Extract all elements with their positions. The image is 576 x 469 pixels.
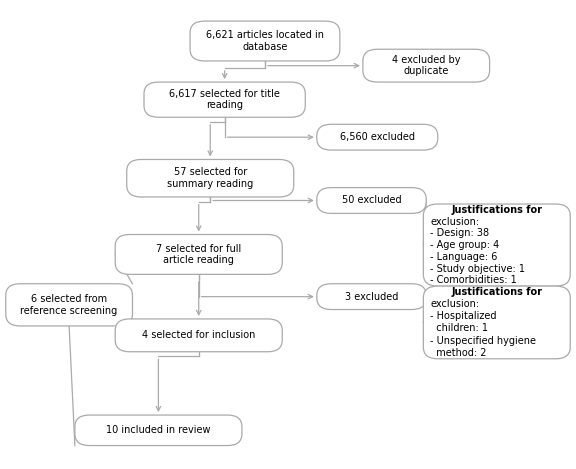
Text: 6,617 selected for title
reading: 6,617 selected for title reading: [169, 89, 280, 111]
FancyBboxPatch shape: [127, 159, 294, 197]
Text: 6,560 excluded: 6,560 excluded: [340, 132, 415, 142]
Text: 7 selected for full
article reading: 7 selected for full article reading: [156, 243, 241, 265]
FancyBboxPatch shape: [317, 188, 426, 213]
FancyBboxPatch shape: [115, 234, 282, 274]
Text: - Design: 38: - Design: 38: [430, 228, 490, 238]
Text: 4 excluded by
duplicate: 4 excluded by duplicate: [392, 55, 460, 76]
FancyBboxPatch shape: [190, 21, 340, 61]
Text: 6,621 articles located in
database: 6,621 articles located in database: [206, 30, 324, 52]
Text: 3 excluded: 3 excluded: [345, 292, 398, 302]
Text: exclusion:: exclusion:: [430, 217, 479, 227]
FancyBboxPatch shape: [317, 284, 426, 310]
FancyBboxPatch shape: [423, 286, 570, 359]
Text: method: 2: method: 2: [430, 348, 487, 358]
Text: - Age group: 4: - Age group: 4: [430, 240, 499, 250]
Text: - Language: 6: - Language: 6: [430, 252, 498, 262]
Text: exclusion:: exclusion:: [430, 299, 479, 309]
Text: - Study objective: 1: - Study objective: 1: [430, 264, 525, 273]
FancyBboxPatch shape: [363, 49, 490, 82]
Text: - Hospitalized: - Hospitalized: [430, 311, 497, 321]
Text: 6 selected from
reference screening: 6 selected from reference screening: [21, 294, 118, 316]
Text: 50 excluded: 50 excluded: [342, 196, 401, 205]
FancyBboxPatch shape: [115, 319, 282, 352]
Text: - Unspecified hygiene: - Unspecified hygiene: [430, 336, 536, 346]
Text: 4 selected for inclusion: 4 selected for inclusion: [142, 330, 255, 340]
FancyBboxPatch shape: [6, 284, 132, 326]
FancyBboxPatch shape: [144, 82, 305, 117]
FancyBboxPatch shape: [317, 124, 438, 150]
Text: 57 selected for
summary reading: 57 selected for summary reading: [167, 167, 253, 189]
FancyBboxPatch shape: [423, 204, 570, 286]
Text: 10 included in review: 10 included in review: [106, 425, 211, 435]
Text: Justifications for: Justifications for: [452, 205, 542, 215]
Text: Justifications for: Justifications for: [452, 287, 542, 297]
Text: children: 1: children: 1: [430, 324, 488, 333]
Text: - Comorbidities: 1: - Comorbidities: 1: [430, 275, 517, 285]
FancyBboxPatch shape: [75, 415, 242, 446]
